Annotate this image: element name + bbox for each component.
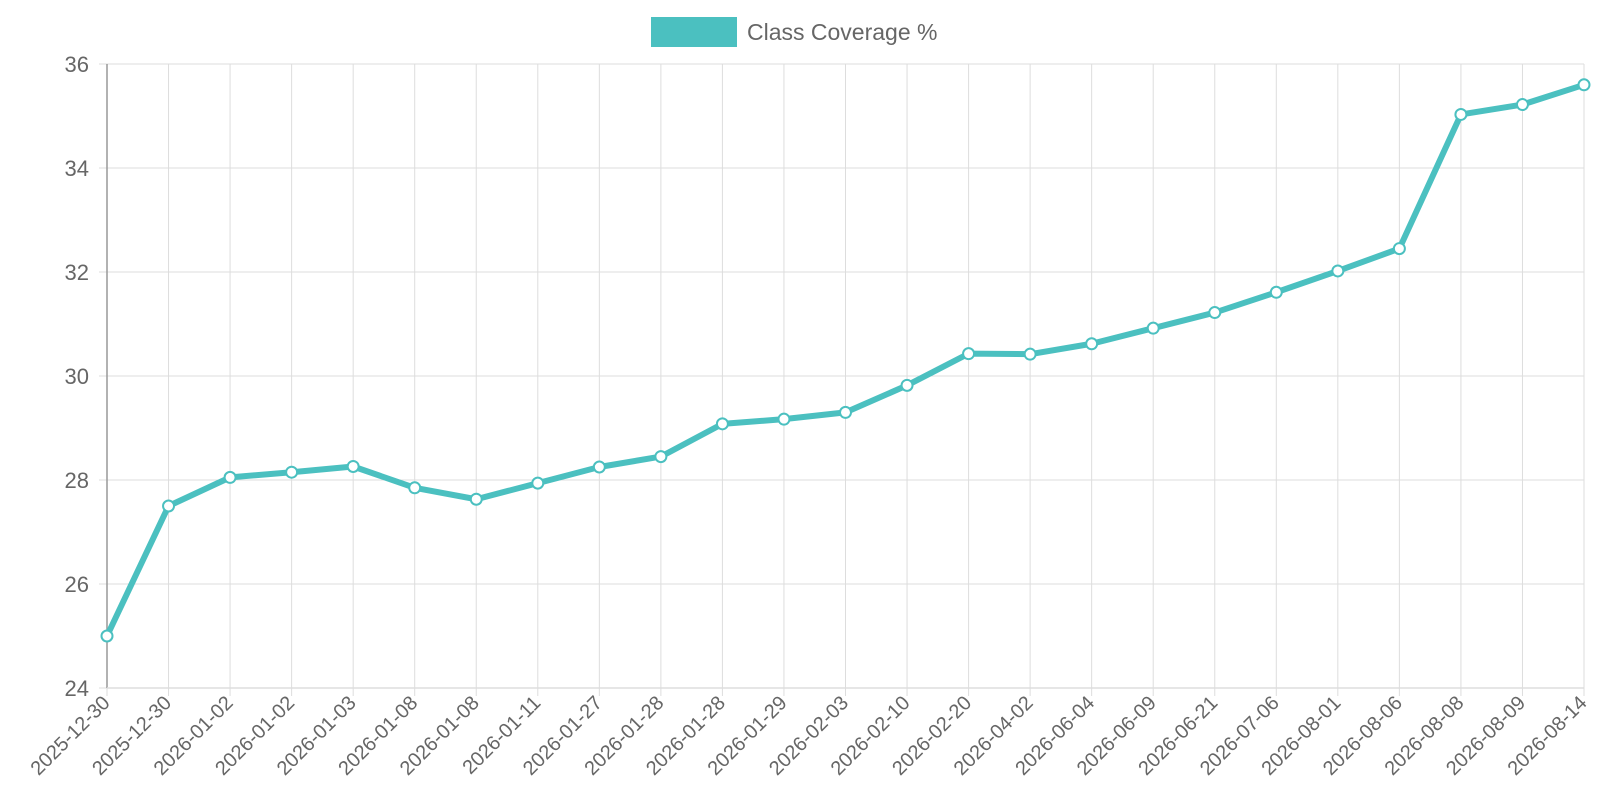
data-point[interactable] xyxy=(1515,98,1529,112)
data-point[interactable] xyxy=(962,347,976,361)
data-point[interactable] xyxy=(408,481,422,495)
data-point[interactable] xyxy=(839,405,852,419)
data-point[interactable] xyxy=(654,450,668,464)
data-point[interactable] xyxy=(1577,78,1591,92)
y-tick-label: 30 xyxy=(65,364,89,389)
legend[interactable]: Class Coverage % xyxy=(651,17,937,47)
data-point[interactable] xyxy=(1454,107,1468,121)
data-point[interactable] xyxy=(1023,347,1037,361)
data-point[interactable] xyxy=(1331,264,1345,278)
data-point[interactable] xyxy=(1208,306,1222,320)
data-point[interactable] xyxy=(1085,337,1099,351)
data-point[interactable] xyxy=(162,499,176,513)
data-point[interactable] xyxy=(900,378,914,392)
y-tick-label: 26 xyxy=(65,572,89,597)
y-tick-label: 36 xyxy=(65,52,89,77)
y-tick-label: 34 xyxy=(65,156,89,181)
y-tick-label: 24 xyxy=(65,676,89,701)
legend-label: Class Coverage % xyxy=(747,19,937,45)
x-axis-ticks: 2025-12-302025-12-302026-01-022026-01-02… xyxy=(27,692,1592,780)
axes xyxy=(106,64,1584,689)
data-point[interactable] xyxy=(469,492,483,506)
data-point[interactable] xyxy=(1392,242,1406,256)
y-tick-label: 28 xyxy=(65,468,89,493)
data-point[interactable] xyxy=(223,470,237,484)
y-axis-ticks: 24 26 28 30 32 34 36 xyxy=(65,52,89,701)
data-point[interactable] xyxy=(285,465,299,479)
y-tick-label: 32 xyxy=(65,260,89,285)
series-layer xyxy=(100,78,1591,643)
grid xyxy=(99,63,1585,696)
data-point[interactable] xyxy=(346,459,360,473)
data-point[interactable] xyxy=(100,629,114,643)
data-point[interactable] xyxy=(1146,321,1160,335)
legend-swatch xyxy=(651,17,737,47)
data-point[interactable] xyxy=(777,412,791,426)
data-point[interactable] xyxy=(715,417,729,431)
data-point[interactable] xyxy=(592,460,606,474)
data-point[interactable] xyxy=(1269,285,1283,299)
data-point[interactable] xyxy=(531,476,545,490)
